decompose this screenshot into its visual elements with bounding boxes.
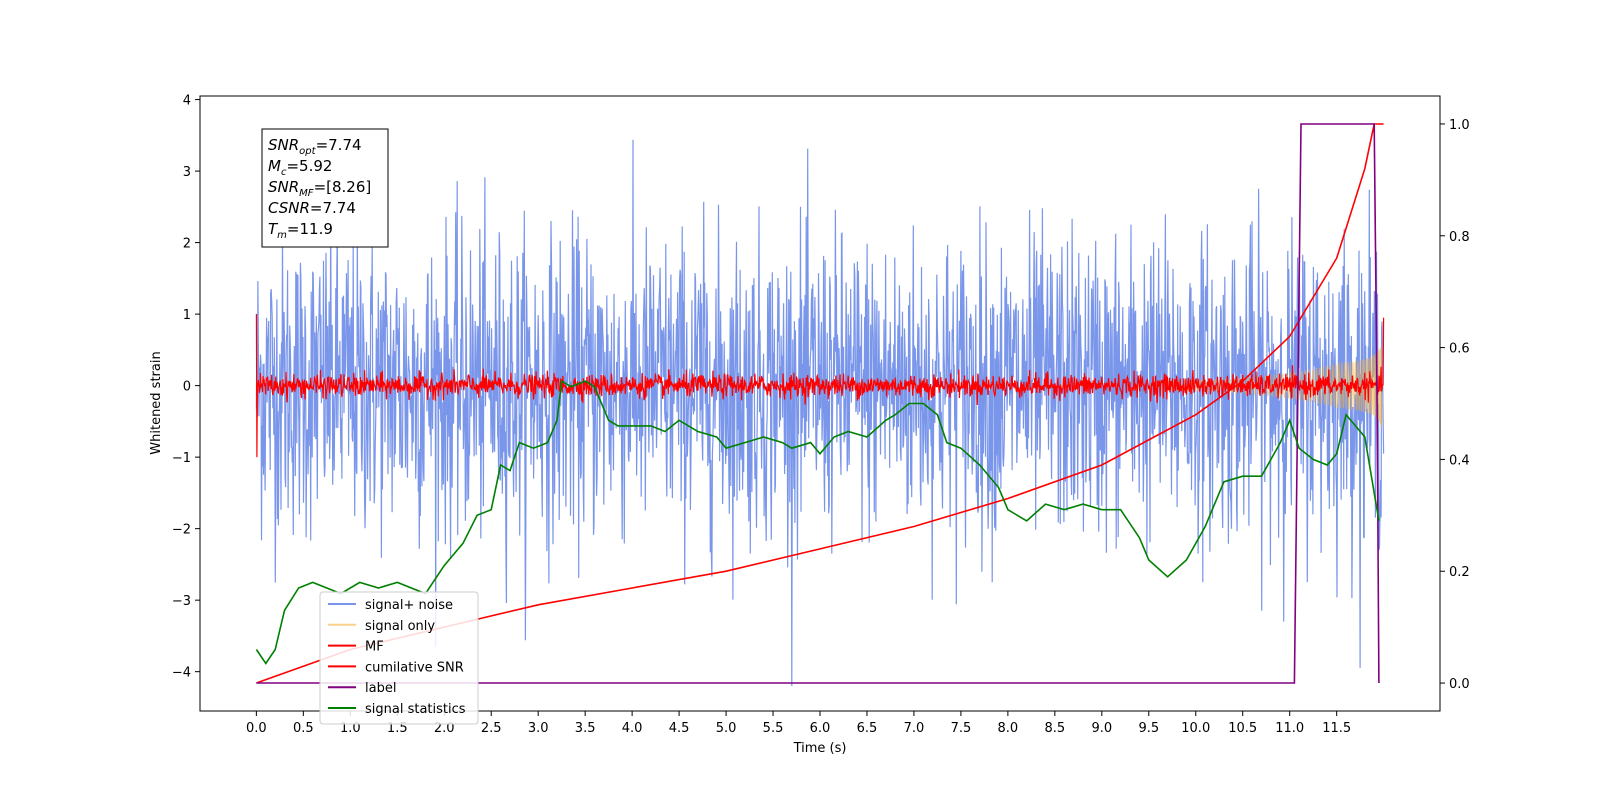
y-tick-label: −4 (172, 666, 191, 681)
x-tick-label: 5.0 (716, 721, 737, 736)
y2-tick-label: 0.4 (1449, 453, 1470, 468)
annotation-box (261, 128, 389, 248)
annotation-line: SNRopt=7.74 (268, 136, 362, 157)
x-tick-label: 7.0 (904, 721, 925, 736)
x-tick-label: 8.0 (998, 721, 1019, 736)
x-tick-label: 6.0 (810, 721, 831, 736)
x-tick-label: 9.0 (1091, 721, 1112, 736)
series-signal-noise-line (255, 139, 1385, 687)
x-tick-label: 4.5 (669, 721, 690, 736)
x-axis-label: Time (s) (793, 741, 847, 756)
series-signal-statistics-line (255, 379, 1380, 665)
y-tick-label: 0 (183, 380, 191, 395)
y2-tick-label: 1.0 (1449, 118, 1470, 133)
legend-label: MF (365, 640, 384, 655)
y2-tick-label: 0.6 (1449, 342, 1470, 357)
y2-tick-label: 0.0 (1449, 677, 1470, 692)
x-tick-label: 2.0 (434, 721, 455, 736)
x-tick-label: 1.0 (340, 721, 361, 736)
y-tick-label: 2 (183, 237, 191, 252)
x-tick-label: 3.0 (528, 721, 549, 736)
legend-label: signal statistics (365, 702, 466, 717)
x-tick-label: 11.0 (1275, 721, 1304, 736)
y2-tick-label: 0.2 (1449, 565, 1470, 580)
series-mf-line (255, 314, 1385, 458)
annotation-line: SNRMF=[8.26] (268, 178, 371, 199)
y-tick-label: −2 (172, 523, 191, 538)
legend: signal+ noise signal only MF cumilative SNR… (319, 591, 479, 725)
x-tick-label: 6.5 (857, 721, 878, 736)
y-axis-label: Whitened strain (149, 351, 164, 454)
legend-label: signal+ noise (365, 598, 453, 613)
x-tick-label: 0.0 (246, 721, 267, 736)
series-cumilative-snr-line (256, 123, 1384, 684)
x-tick-label: 8.5 (1045, 721, 1066, 736)
y-tick-label: 3 (183, 165, 191, 180)
x-tick-label: 1.5 (387, 721, 408, 736)
annotation-line: Tm=11.9 (268, 220, 333, 241)
x-tick-label: 10.5 (1228, 721, 1257, 736)
y-tick-label: −3 (172, 594, 191, 609)
y-tick-label: −1 (172, 451, 191, 466)
legend-box (319, 591, 479, 725)
x-tick-label: 2.5 (481, 721, 502, 736)
series-label-line (256, 123, 1380, 684)
x-tick-label: 10.0 (1181, 721, 1210, 736)
y-tick-label: 1 (183, 308, 191, 323)
x-tick-label: 9.5 (1138, 721, 1159, 736)
annotation-line: Mc=5.92 (268, 157, 332, 178)
x-tick-label: 7.5 (951, 721, 972, 736)
x-tick-label: 4.0 (622, 721, 643, 736)
y-tick-label: 4 (183, 94, 191, 109)
x-tick-label: 11.5 (1322, 721, 1351, 736)
legend-label: label (365, 681, 396, 696)
legend-label: signal only (365, 619, 435, 634)
x-tick-label: 5.5 (763, 721, 784, 736)
x-tick-label: 0.5 (293, 721, 314, 736)
x-tick-label: 3.5 (575, 721, 596, 736)
annotation-line: CSNR=7.74 (268, 199, 356, 217)
legend-label: cumilative SNR (365, 660, 464, 675)
y2-tick-label: 0.8 (1449, 230, 1470, 245)
